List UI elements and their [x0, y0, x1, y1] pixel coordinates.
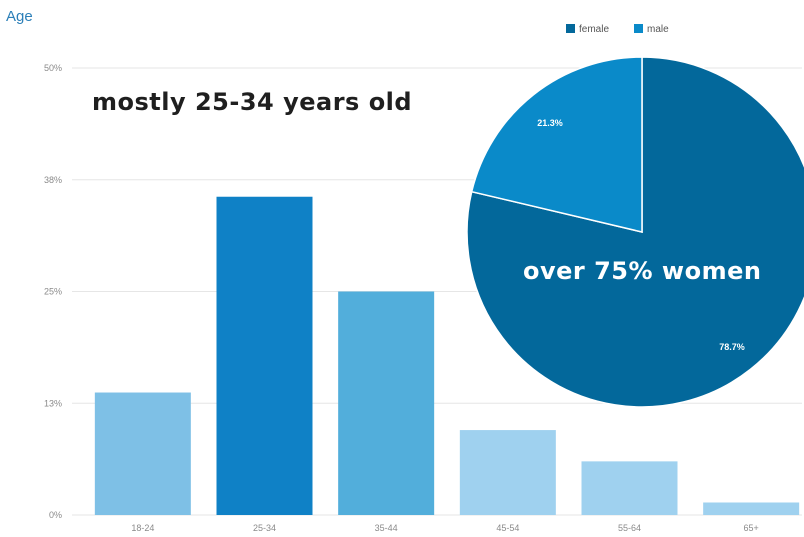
pie-slice-male [470, 56, 643, 233]
bar-25-34 [216, 196, 313, 515]
pie-annotation: over 75% women [523, 257, 761, 285]
x-tick-label: 45-54 [496, 523, 519, 533]
x-tick-label: 65+ [744, 523, 759, 533]
y-tick-label: 13% [44, 398, 62, 408]
y-axis-ticks: 0% 13% 25% 38% 50% [44, 63, 62, 520]
pie-slice-female [466, 56, 804, 408]
bar-18-24 [94, 392, 191, 515]
bar-65+ [703, 502, 800, 515]
chart-title: Age [6, 8, 33, 25]
legend-label-male: male [647, 24, 669, 35]
bar-annotation: mostly 25-34 years old [92, 88, 412, 116]
pie-legend: female male [566, 24, 669, 35]
legend-swatch-male [634, 24, 643, 33]
y-tick-label: 0% [49, 510, 62, 520]
y-tick-label: 38% [44, 175, 62, 185]
y-tick-label: 25% [44, 287, 62, 297]
bar-35-44 [338, 291, 435, 515]
x-axis-ticks: 18-24 25-34 35-44 45-54 55-64 65+ [131, 523, 758, 533]
gender-pie: 78.7% 21.3% [466, 56, 804, 408]
x-tick-label: 55-64 [618, 523, 641, 533]
bar-45-54 [459, 430, 556, 515]
x-tick-label: 35-44 [375, 523, 398, 533]
x-tick-label: 25-34 [253, 523, 276, 533]
pie-label-male: 21.3% [537, 118, 563, 128]
bar-series [94, 196, 800, 515]
pie-label-female: 78.7% [719, 342, 745, 352]
x-tick-label: 18-24 [131, 523, 154, 533]
legend-swatch-female [566, 24, 575, 33]
y-tick-label: 50% [44, 63, 62, 73]
bar-55-64 [581, 461, 678, 515]
legend-label-female: female [579, 24, 609, 35]
